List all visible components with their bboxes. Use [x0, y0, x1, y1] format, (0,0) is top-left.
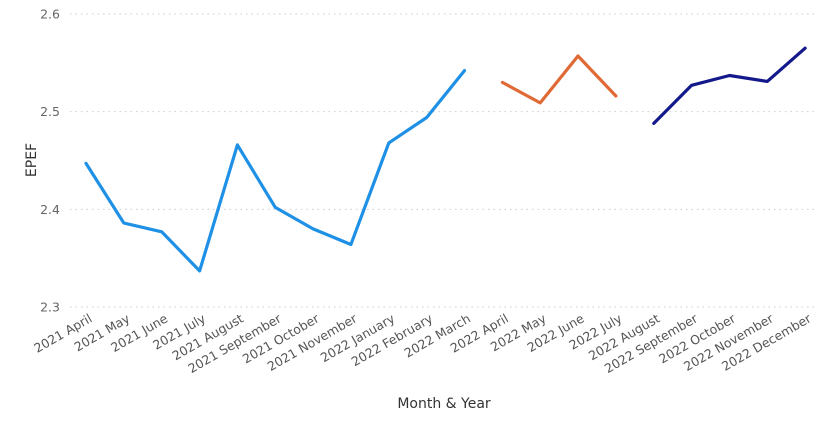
y-tick-label: 2.6 [40, 7, 60, 22]
series-line-1 [84, 69, 467, 273]
series-line-2 [500, 54, 618, 105]
y-axis-title: EPEF [24, 143, 40, 177]
gridlines [70, 13, 815, 308]
y-axis-ticks: 2.3 2.4 2.5 2.6 [40, 7, 60, 315]
y-tick-label: 2.4 [40, 202, 60, 217]
x-axis-title: Month & Year [397, 396, 491, 412]
y-tick-label: 2.5 [40, 104, 60, 119]
y-tick-label: 2.3 [40, 300, 60, 315]
series-lines [84, 46, 807, 273]
series-line-3 [652, 46, 807, 125]
